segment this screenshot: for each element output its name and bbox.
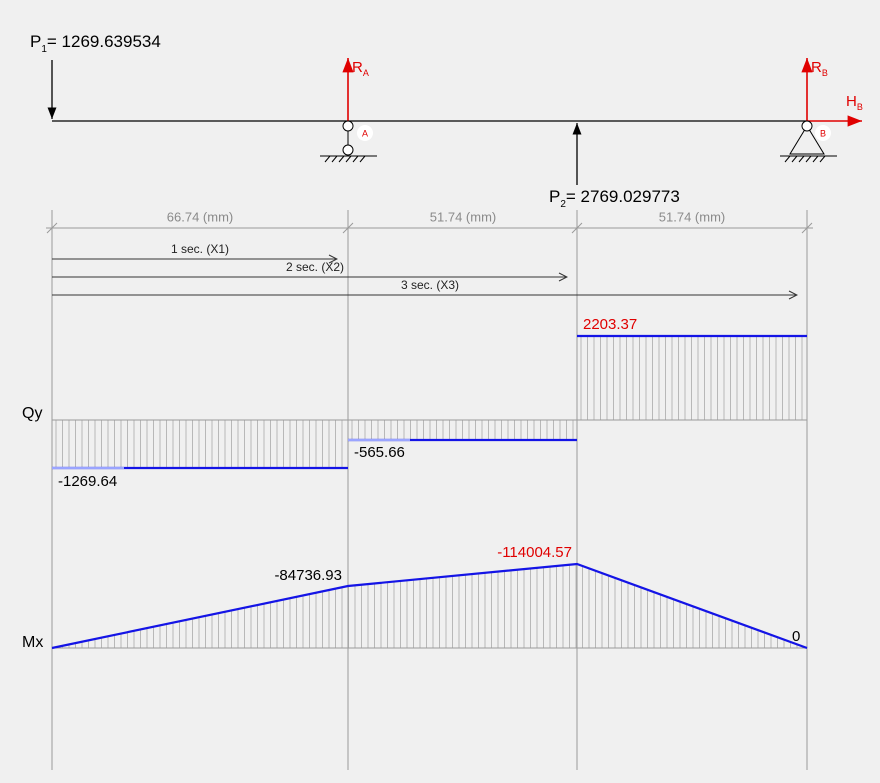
axis-label: Qy [22,405,42,422]
value-label: -114004.57 [497,544,572,561]
axis-label: Mx [22,634,43,651]
section-label: 3 sec. (X3) [401,278,459,292]
reaction-label: RA [352,59,369,78]
mx-line [51,562,808,650]
support-label: A [362,128,368,138]
value-label: 2203.37 [583,316,637,333]
verticals [46,210,813,770]
value-label: 0 [792,628,800,645]
reaction-label: RB [811,59,828,78]
load-label: P1= 1269.639534 [30,32,161,54]
support-label: B [820,128,826,138]
dimension: 66.74 (mm) [167,209,233,224]
section-arrows [52,259,797,295]
dimension: 51.74 (mm) [430,209,496,224]
hatching [55,336,804,648]
dimension: 51.74 (mm) [659,209,725,224]
section-label: 2 sec. (X2) [286,260,344,274]
value-label: -1269.64 [58,473,117,490]
load-label: P2= 2769.029773 [549,187,680,209]
reaction-label: HB [846,93,863,112]
support-b [780,120,837,163]
section-label: 1 sec. (X1) [171,242,229,256]
value-label: -565.66 [354,444,405,461]
qy-lines [52,334,807,470]
support-a [320,120,377,163]
value-label: -84736.93 [274,567,342,584]
